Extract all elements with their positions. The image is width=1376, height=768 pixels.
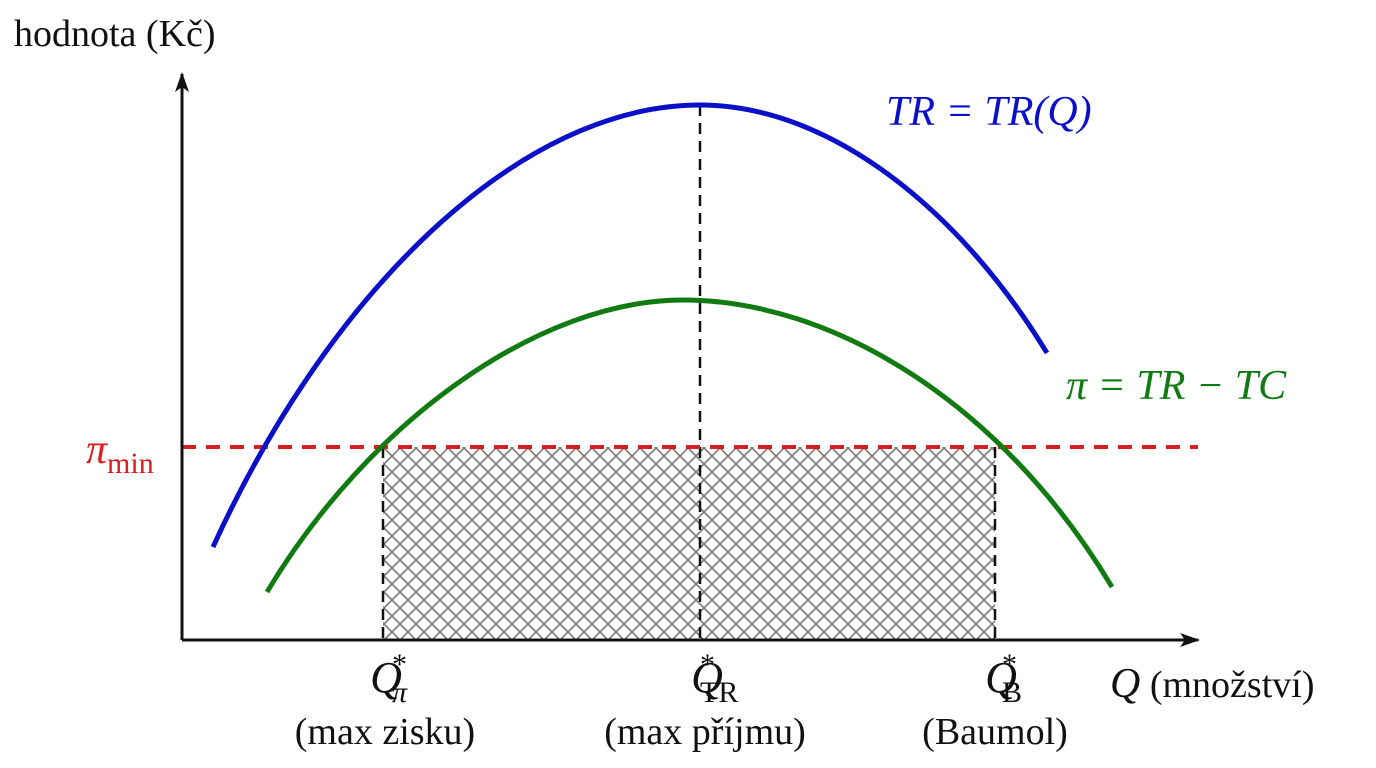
tick-q-b-sub: B <box>1002 676 1023 709</box>
tick-q-pi: Q * π <box>356 648 416 712</box>
pi-min-label: πmin <box>86 426 154 481</box>
tick-q-b-symbol: Q <box>985 653 1017 702</box>
tick-q-tr-desc: (max příjmu) <box>604 711 806 753</box>
tick-q-pi-desc: (max zisku) <box>294 711 476 753</box>
pi-min-symbol: π <box>86 427 108 473</box>
tick-q-b-star: * <box>1002 648 1017 681</box>
tick-q-tr-star: * <box>700 648 715 681</box>
tick-q-pi-star: * <box>392 648 407 681</box>
tick-q-tr-sub: TR <box>700 676 739 709</box>
tick-q-tr-symbol: Q <box>691 653 723 702</box>
tick-q-pi-symbol: Q <box>370 653 402 702</box>
x-axis-symbol: Q <box>1110 661 1141 707</box>
tr-curve-path <box>210 102 1050 549</box>
hatched-region <box>383 447 995 640</box>
tr-curve-label: TR = TR(Q) <box>886 89 1092 135</box>
tick-q-b: Q * B <box>966 648 1036 712</box>
y-axis-label: hodnota (Kč) <box>14 13 216 55</box>
tick-q-tr: Q * TR <box>662 648 752 712</box>
pi-curve-path <box>264 297 1115 594</box>
x-axis-label: Q (množství) <box>1110 660 1314 708</box>
pi-min-subscript: min <box>107 447 154 480</box>
x-axis-unit: (množství) <box>1149 664 1315 706</box>
tick-q-pi-sub: π <box>392 676 408 709</box>
tick-q-b-desc: (Baumol) <box>922 711 1068 753</box>
pi-curve-label: π = TR − TC <box>1066 363 1287 409</box>
